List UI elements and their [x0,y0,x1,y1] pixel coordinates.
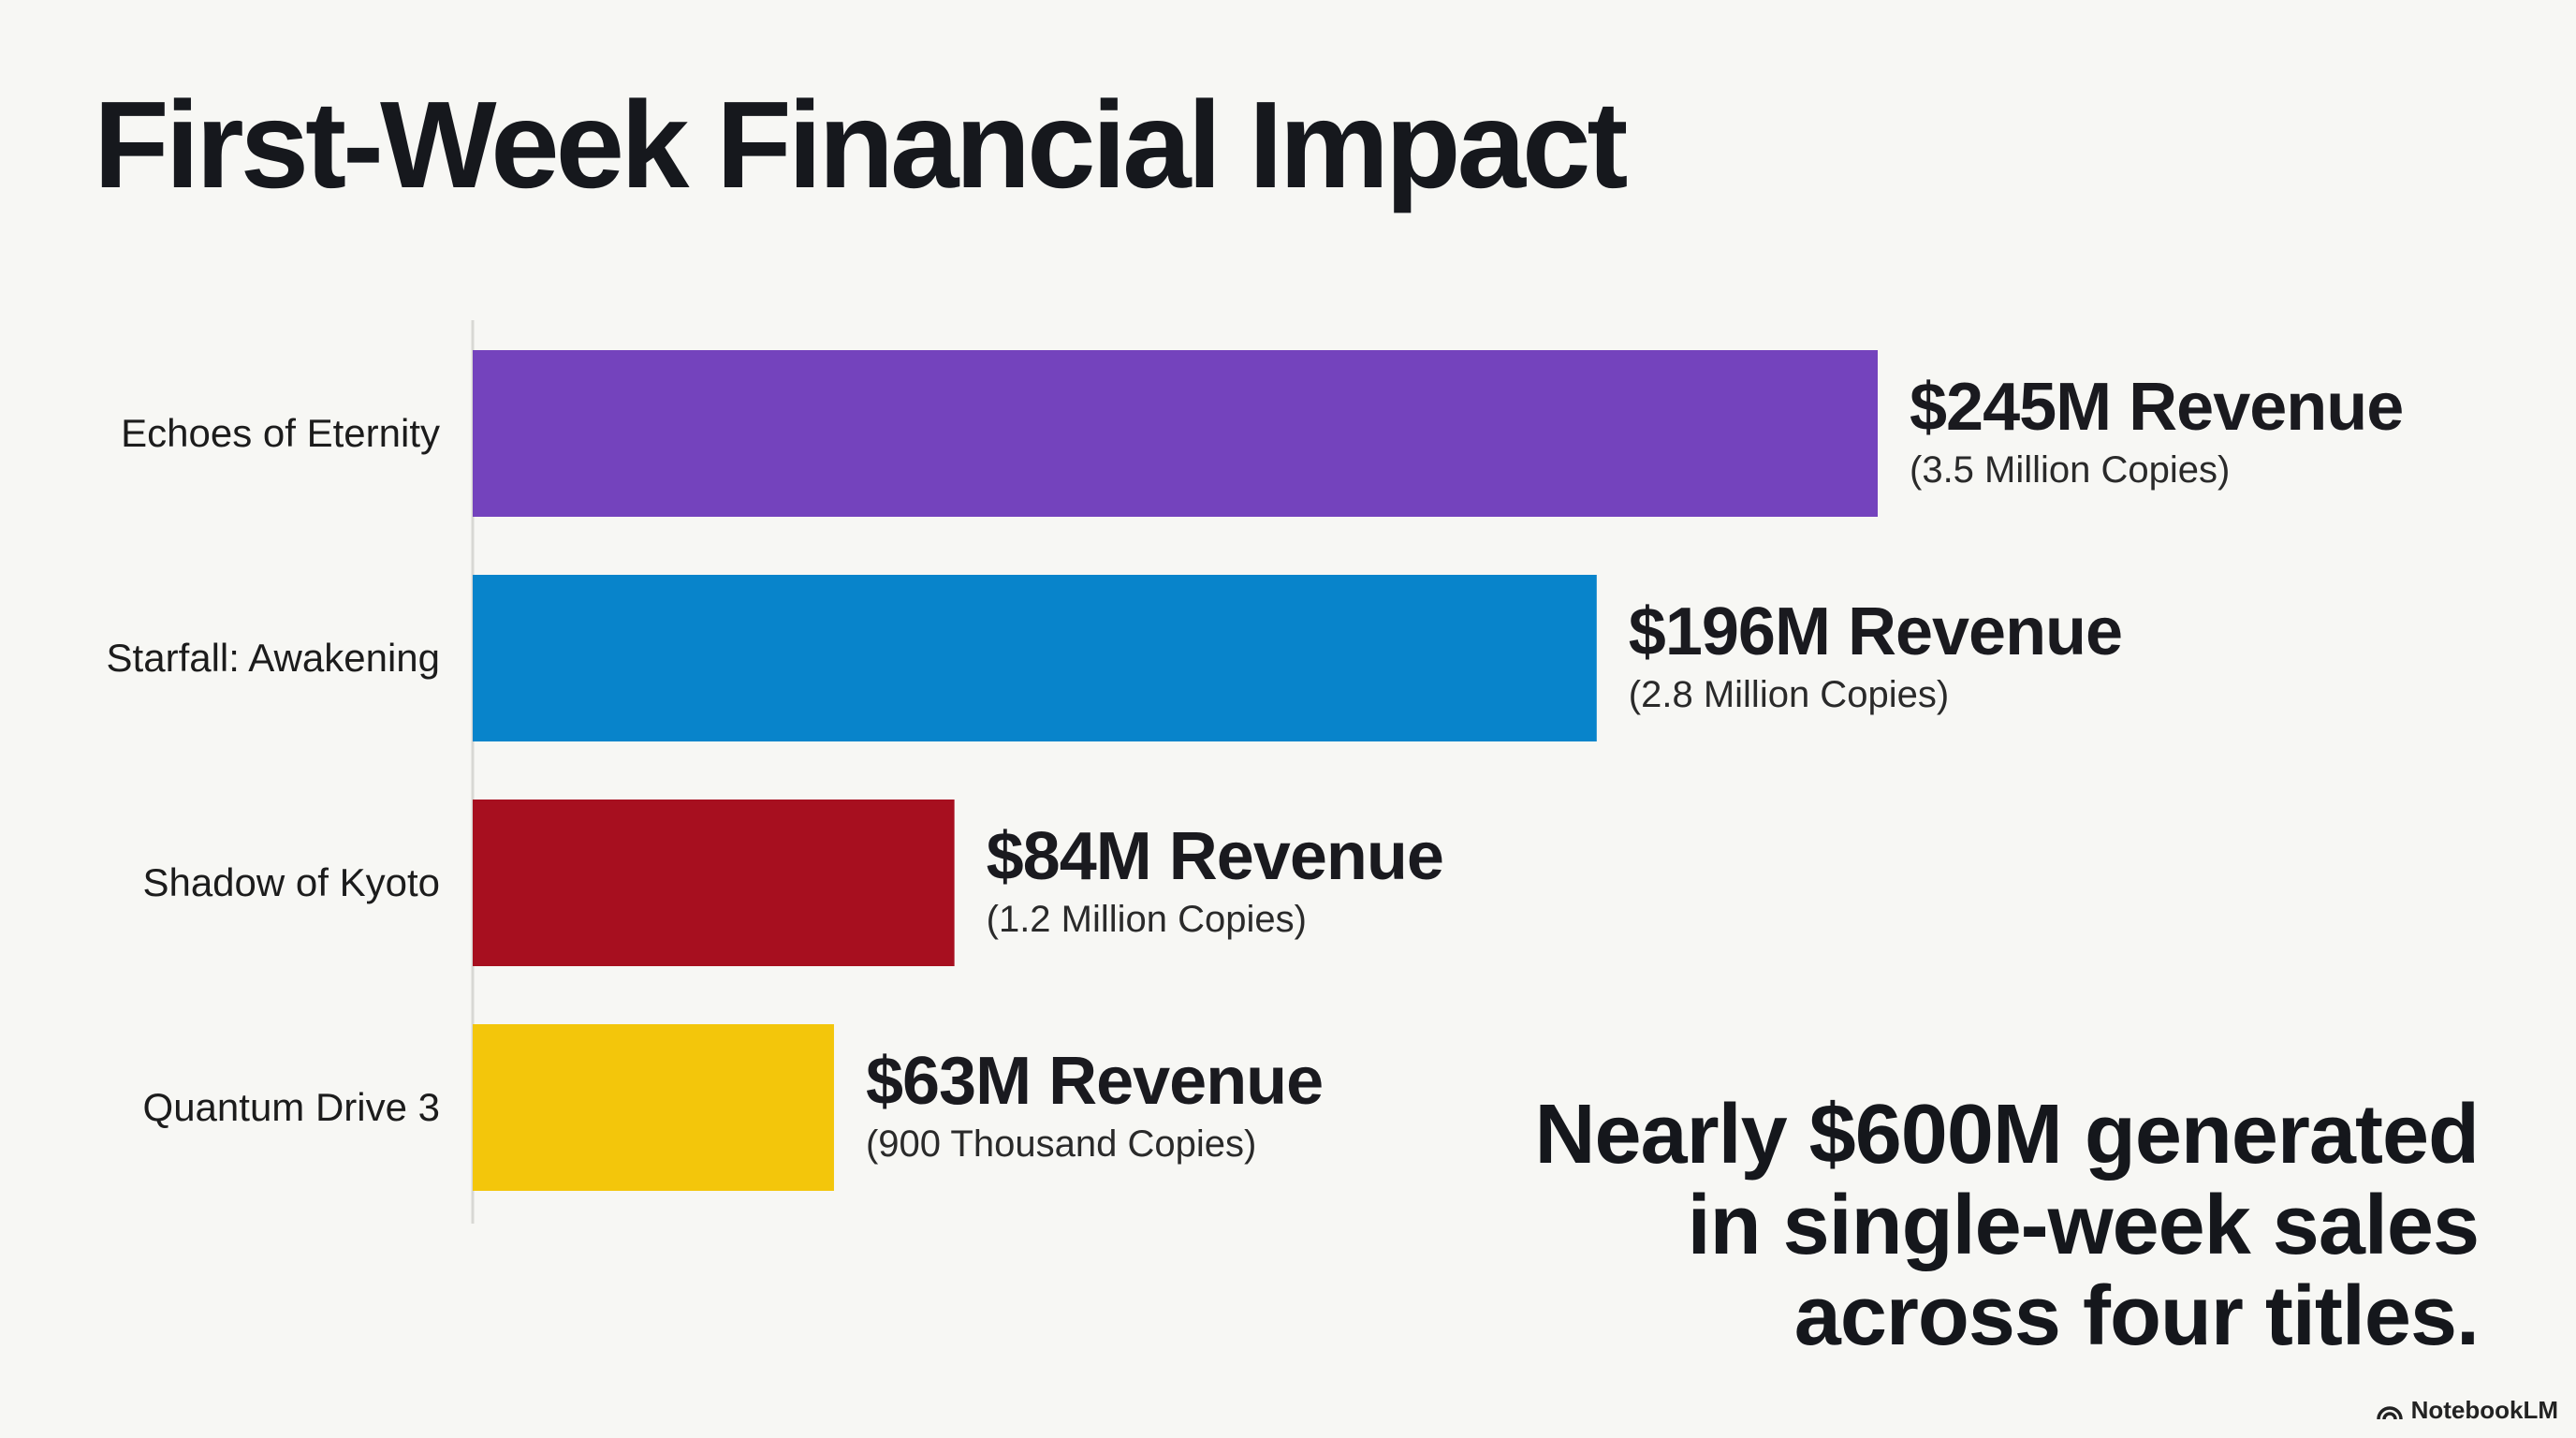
value-label: $245M Revenue [1910,370,2403,445]
copies-label: (900 Thousand Copies) [866,1123,1256,1165]
category-label: Echoes of Eternity [121,411,440,455]
notebooklm-logo: NotebookLM [2377,1396,2558,1424]
annotation: in single-week sales [1688,1179,2479,1272]
footer: NotebookLM [2411,1396,2558,1424]
copies-label: (1.2 Million Copies) [987,899,1307,940]
bar [473,1024,834,1191]
bar [473,350,1878,517]
category-label: Quantum Drive 3 [143,1085,440,1129]
value-label: $196M Revenue [1629,594,2122,669]
copies-label: (2.8 Million Copies) [1629,674,1949,715]
bar [473,800,955,966]
bar [473,575,1597,741]
value-label: $63M Revenue [866,1044,1323,1119]
value-label: $84M Revenue [987,819,1443,894]
chart-title: First-Week Financial Impact [94,76,1627,213]
annotation: across four titles. [1794,1269,2479,1363]
logo-icon [2377,1406,2403,1420]
category-label: Starfall: Awakening [107,636,440,680]
category-label: Shadow of Kyoto [142,860,440,904]
annotation: Nearly $600M generated [1534,1088,2479,1181]
copies-label: (3.5 Million Copies) [1910,449,2230,491]
